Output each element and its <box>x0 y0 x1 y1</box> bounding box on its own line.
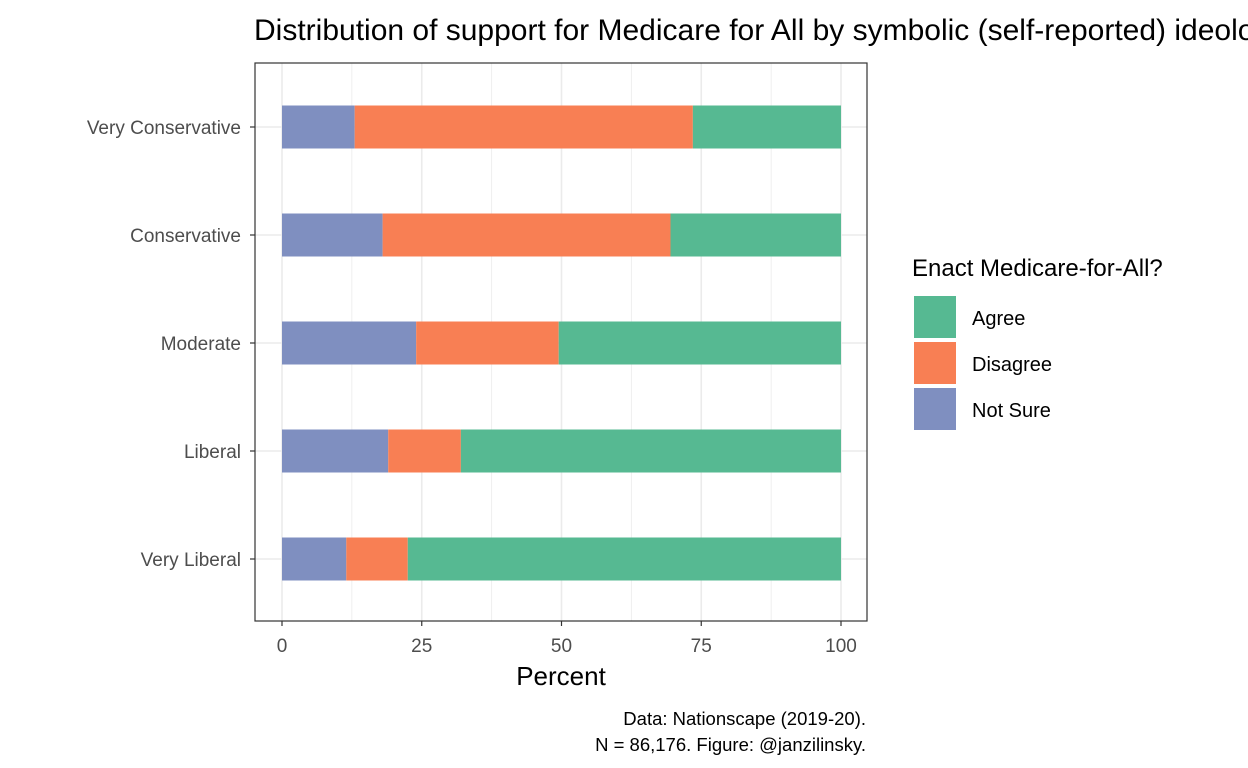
legend-title: Enact Medicare-for-All? <box>912 255 1163 282</box>
legend-label-not-sure: Not Sure <box>972 400 1051 422</box>
x-tick-label: 25 <box>411 636 432 657</box>
bar-moderate-not-sure <box>282 321 417 365</box>
x-tick-label: 75 <box>691 636 712 657</box>
legend-label-agree: Agree <box>972 308 1025 330</box>
bar-very-conservative-not-sure <box>282 105 355 149</box>
bar-liberal-agree <box>460 429 841 473</box>
bar-very-liberal-disagree <box>346 537 408 581</box>
bar-liberal-disagree <box>388 429 461 473</box>
legend: Enact Medicare-for-All? Agree Disagree Not… <box>912 255 1163 430</box>
bar-conservative-agree <box>670 213 841 257</box>
chart-title: Distribution of support for Medicare for… <box>254 14 1248 47</box>
legend-swatch-agree <box>914 296 956 338</box>
x-tick-label: 50 <box>551 636 572 657</box>
legend-swatch-disagree <box>914 342 956 384</box>
legend-swatch-not-sure <box>914 388 956 430</box>
x-tick-label: 0 <box>277 636 288 657</box>
caption-line-2: N = 86,176. Figure: @janzilinsky. <box>595 734 866 755</box>
x-axis-title: Percent <box>516 661 606 691</box>
bar-very-conservative-agree <box>692 105 841 149</box>
bar-conservative-not-sure <box>282 213 383 257</box>
bar-moderate-agree <box>558 321 841 365</box>
x-axis: 0 25 50 75 100 <box>277 621 857 657</box>
y-tick-label: Very Conservative <box>87 118 241 139</box>
y-tick-label: Very Liberal <box>141 550 241 571</box>
caption-line-1: Data: Nationscape (2019-20). <box>623 708 866 729</box>
y-tick-label: Conservative <box>130 226 241 247</box>
bar-conservative-disagree <box>382 213 671 257</box>
bars <box>282 105 841 581</box>
bar-liberal-not-sure <box>282 429 389 473</box>
y-axis: Very Conservative Conservative Moderate Lib… <box>87 118 255 571</box>
bar-moderate-disagree <box>416 321 559 365</box>
y-tick-label: Liberal <box>184 442 241 463</box>
bar-very-liberal-not-sure <box>282 537 347 581</box>
x-tick-label: 100 <box>825 636 857 657</box>
y-tick-label: Moderate <box>161 334 241 355</box>
legend-label-disagree: Disagree <box>972 354 1052 376</box>
bar-very-liberal-agree <box>407 537 841 581</box>
bar-very-conservative-disagree <box>354 105 693 149</box>
